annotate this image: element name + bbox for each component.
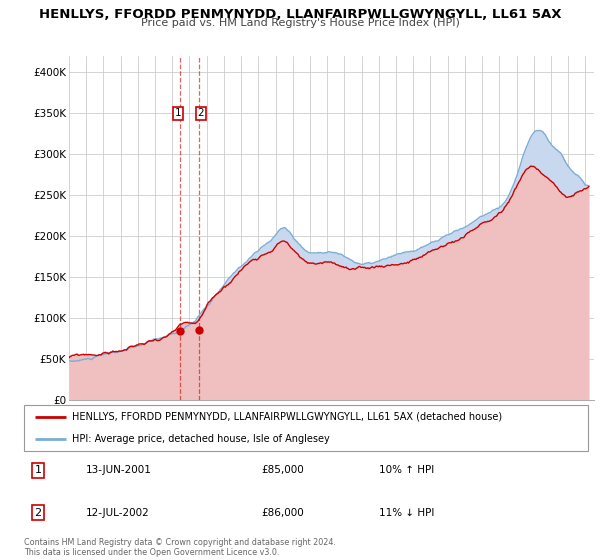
FancyBboxPatch shape <box>24 405 588 451</box>
Text: £86,000: £86,000 <box>261 507 304 517</box>
Text: £85,000: £85,000 <box>261 465 304 475</box>
Text: 11% ↓ HPI: 11% ↓ HPI <box>379 507 434 517</box>
Text: Contains HM Land Registry data © Crown copyright and database right 2024.
This d: Contains HM Land Registry data © Crown c… <box>24 538 336 557</box>
Text: 2: 2 <box>35 507 41 517</box>
Text: 10% ↑ HPI: 10% ↑ HPI <box>379 465 434 475</box>
Text: 12-JUL-2002: 12-JUL-2002 <box>86 507 150 517</box>
Text: 1: 1 <box>35 465 41 475</box>
Text: HENLLYS, FFORDD PENMYNYDD, LLANFAIRPWLLGWYNGYLL, LL61 5AX (detached house): HENLLYS, FFORDD PENMYNYDD, LLANFAIRPWLLG… <box>72 412 502 422</box>
Text: 1: 1 <box>175 109 181 118</box>
Text: HENLLYS, FFORDD PENMYNYDD, LLANFAIRPWLLGWYNGYLL, LL61 5AX: HENLLYS, FFORDD PENMYNYDD, LLANFAIRPWLLG… <box>39 8 561 21</box>
Text: HPI: Average price, detached house, Isle of Anglesey: HPI: Average price, detached house, Isle… <box>72 434 329 444</box>
Text: 2: 2 <box>197 109 204 118</box>
Text: Price paid vs. HM Land Registry's House Price Index (HPI): Price paid vs. HM Land Registry's House … <box>140 18 460 29</box>
Text: 13-JUN-2001: 13-JUN-2001 <box>86 465 152 475</box>
